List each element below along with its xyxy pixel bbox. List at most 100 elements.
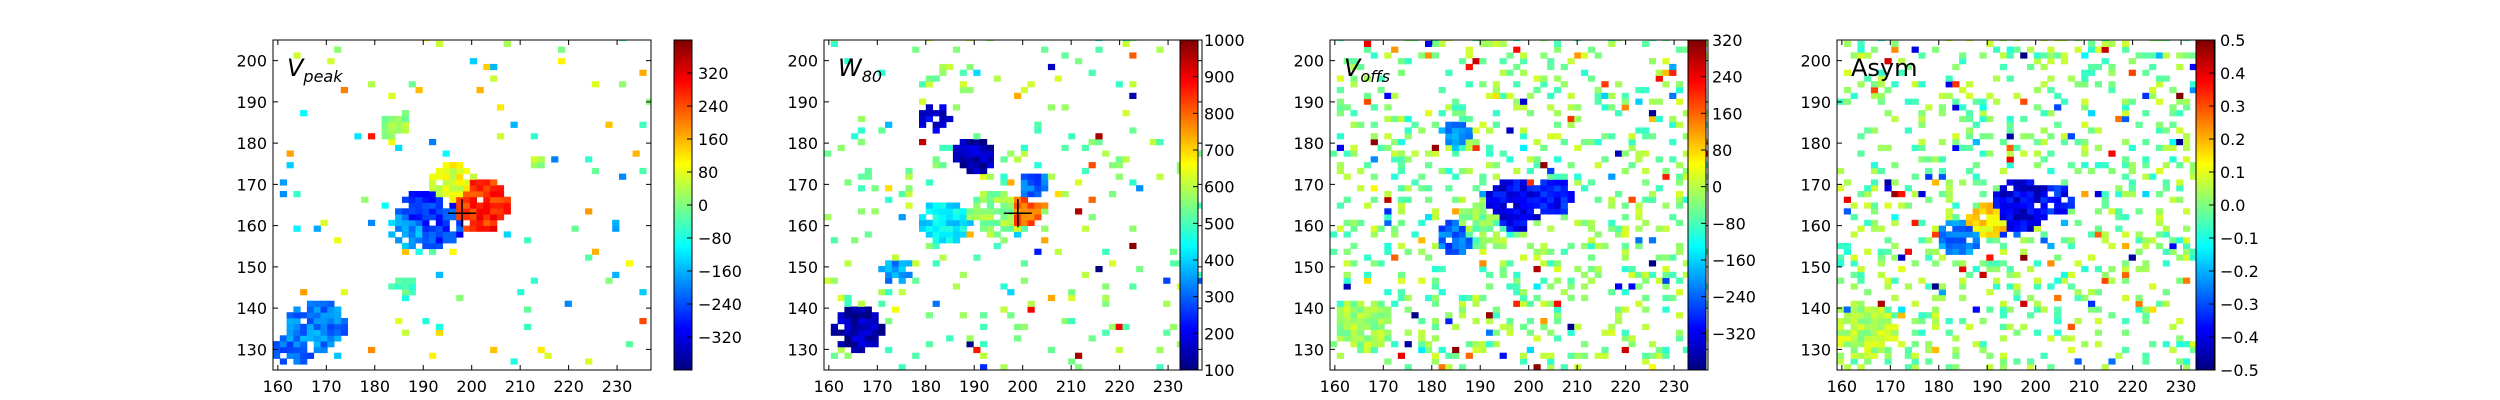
heatmap-cell — [980, 167, 988, 175]
heatmap-cell — [2101, 162, 2109, 169]
heatmap-cell — [1007, 214, 1015, 221]
heatmap-cell — [1959, 115, 1967, 123]
heatmap-cell — [1370, 225, 1378, 232]
heatmap-cell — [1925, 173, 1933, 180]
heatmap-cell — [1088, 69, 1096, 76]
heatmap-cell — [429, 179, 437, 186]
heatmap-cell — [2040, 156, 2048, 163]
heatmap-cell — [1000, 208, 1008, 215]
heatmap-cell — [1979, 225, 1987, 232]
heatmap-cell — [2040, 139, 2048, 146]
heatmap-cell — [368, 219, 376, 226]
heatmap-cell — [1411, 40, 1419, 42]
heatmap-cell — [2135, 306, 2143, 313]
heatmap-cell — [435, 191, 443, 198]
heatmap-cell — [2081, 81, 2089, 88]
heatmap-cell — [871, 335, 879, 342]
heatmap-cell — [2101, 40, 2109, 47]
heatmap-cell — [905, 260, 913, 267]
heatmap-cell — [851, 318, 859, 325]
heatmap-cell — [1553, 312, 1562, 319]
heatmap-cell — [1452, 133, 1460, 140]
heatmap-cell — [1938, 191, 1946, 198]
heatmap-cell — [1014, 231, 1022, 238]
heatmap-cell — [401, 214, 410, 221]
heatmap-cell — [1061, 318, 1069, 325]
heatmap-cell — [2060, 271, 2069, 278]
heatmap-cell — [1891, 115, 1899, 123]
heatmap-cell — [1486, 202, 1494, 209]
heatmap-cell — [2094, 266, 2102, 273]
heatmap-cell — [327, 329, 335, 336]
heatmap-cell — [925, 219, 933, 226]
heatmap-cell — [1425, 40, 1433, 47]
heatmap-cell — [959, 208, 967, 215]
heatmap-cell — [422, 208, 430, 215]
heatmap-cell — [2176, 237, 2184, 244]
heatmap-cell — [939, 219, 947, 226]
heatmap-cell — [1095, 266, 1103, 273]
heatmap-cell — [925, 104, 933, 111]
heatmap-cell — [1363, 75, 1372, 82]
heatmap-cell — [1843, 87, 1851, 94]
heatmap-cell — [2108, 358, 2116, 365]
heatmap-cell — [939, 237, 947, 244]
heatmap-cell — [1621, 214, 1629, 221]
heatmap-cell — [1391, 150, 1399, 157]
heatmap-cell — [1520, 300, 1528, 307]
heatmap-cell — [1877, 40, 1885, 42]
heatmap-cell — [1655, 98, 1663, 105]
heatmap-cell — [1384, 248, 1392, 255]
heatmap-cell — [2067, 283, 2075, 290]
heatmap-cell — [1014, 92, 1022, 99]
heatmap-cell — [1506, 191, 1514, 198]
heatmap-cell — [2162, 248, 2170, 255]
heatmap-cell — [1553, 87, 1562, 94]
heatmap-cell — [1458, 248, 1467, 255]
heatmap-cell — [1837, 329, 1845, 336]
heatmap-cell — [2047, 208, 2055, 215]
heatmap-cell — [1560, 289, 1568, 296]
heatmap-cell — [1129, 283, 1137, 290]
heatmap-cell — [1445, 185, 1453, 192]
heatmap-cell — [980, 196, 988, 203]
heatmap-cell — [619, 81, 627, 88]
heatmap-cell — [2108, 167, 2116, 175]
heatmap-cell — [1520, 144, 1528, 151]
heatmap-cell — [1655, 156, 1663, 163]
heatmap-cell — [286, 162, 294, 169]
heatmap-cell — [1102, 150, 1110, 157]
heatmap-cell — [2176, 52, 2184, 59]
heatmap-cell — [1499, 150, 1507, 157]
heatmap-cell — [1343, 277, 1351, 284]
heatmap-cell — [2040, 81, 2048, 88]
heatmap-cell — [1669, 121, 1677, 128]
heatmap-cell — [442, 208, 450, 215]
heatmap-cell — [1492, 121, 1500, 128]
heatmap-cell — [1438, 289, 1446, 296]
heatmap-cell — [2122, 318, 2130, 325]
heatmap-cell — [966, 162, 974, 169]
heatmap-cell — [1884, 283, 1892, 290]
heatmap-cell — [1336, 98, 1344, 105]
heatmap-cell — [1621, 335, 1629, 342]
heatmap-cell — [1979, 110, 1987, 117]
heatmap-cell — [2040, 63, 2048, 71]
heatmap-cell — [1054, 248, 1062, 255]
heatmap-cell — [1081, 167, 1089, 175]
heatmap-cell — [2155, 75, 2164, 82]
x-tick-label: 170 — [311, 377, 342, 396]
heatmap-cell — [1891, 329, 1899, 336]
heatmap-cell — [313, 225, 321, 232]
heatmap-cell — [864, 329, 872, 336]
heatmap-cell — [1075, 364, 1083, 370]
heatmap-cell — [1560, 173, 1568, 180]
heatmap-cell — [905, 271, 913, 278]
heatmap-cell — [1007, 202, 1015, 209]
heatmap-cell — [2135, 266, 2143, 273]
heatmap-cell — [1628, 283, 1636, 290]
heatmap-cell — [368, 346, 376, 354]
heatmap-cell — [1628, 139, 1636, 146]
heatmap-cell — [1115, 346, 1123, 354]
heatmap-cell — [864, 335, 872, 342]
